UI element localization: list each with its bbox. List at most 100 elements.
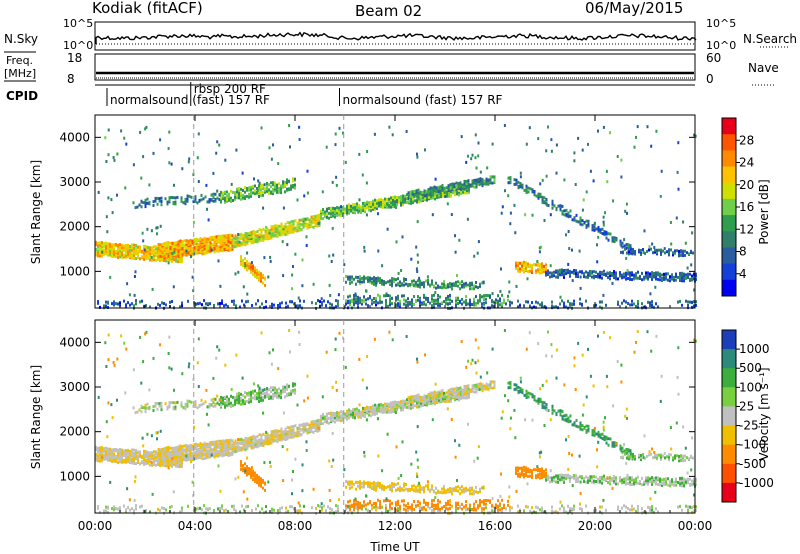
velocity-cell: [543, 469, 545, 473]
velocity-cell: [236, 395, 238, 399]
power-cell: [236, 242, 239, 246]
power-cell: [417, 283, 419, 287]
power-cell: [217, 238, 220, 241]
velocity-cell: [290, 389, 292, 393]
velocity-cell: [195, 451, 198, 455]
velocity-cell: [288, 426, 291, 430]
power-cell: [551, 273, 553, 277]
power-cell: [675, 216, 678, 220]
power-cell: [460, 191, 462, 195]
velocity-cell: [264, 481, 266, 485]
power-cell: [551, 271, 553, 275]
power-cell: [638, 248, 640, 252]
velocity-cell: [449, 487, 451, 490]
power-cell: [223, 234, 226, 238]
power-cell: [157, 252, 160, 256]
power-cell: [354, 211, 356, 215]
power-cell: [565, 305, 567, 309]
velocity-cell: [417, 393, 420, 397]
velocity-cell: [238, 394, 240, 398]
velocity-cell: [199, 449, 202, 453]
power-cell: [457, 280, 459, 284]
velocity-cell: [443, 489, 445, 493]
power-cell: [301, 258, 304, 262]
velocity-cell: [421, 486, 423, 490]
power-cell: [411, 279, 413, 283]
power-cell: [371, 280, 373, 284]
power-cell: [265, 300, 267, 304]
power-cell: [161, 256, 164, 260]
power-cell: [159, 259, 161, 263]
power-cell: [547, 204, 550, 207]
power-cell: [323, 299, 325, 303]
velocity-cell: [268, 388, 270, 392]
power-cell: [242, 241, 245, 245]
velocity-cell: [240, 437, 243, 441]
power-cell: [581, 219, 584, 223]
power-cell: [567, 268, 569, 272]
power-cell: [357, 302, 359, 306]
velocity-cell: [155, 452, 157, 456]
power-cell: [421, 281, 423, 285]
velocity-cell: [206, 405, 209, 409]
power-cell: [418, 276, 421, 280]
velocity-cell: [153, 463, 155, 467]
power-cell: [184, 202, 187, 206]
velocity-cell: [187, 456, 190, 460]
power-cell: [658, 248, 660, 252]
power-cell: [181, 243, 184, 247]
power-cell: [523, 263, 525, 267]
power-cell: [337, 299, 339, 303]
velocity-cell: [407, 402, 410, 406]
velocity-cell: [175, 448, 178, 451]
power-cell: [669, 275, 671, 279]
power-cell: [149, 258, 151, 262]
power-cell: [105, 241, 107, 245]
power-cell: [234, 193, 236, 197]
power-cell: [674, 251, 676, 255]
power-cell: [599, 305, 601, 309]
power-cell: [197, 180, 200, 183]
velocity-cell: [413, 399, 416, 402]
power-cell: [402, 194, 404, 198]
velocity-cell: [174, 407, 177, 411]
velocity-cell: [225, 449, 228, 453]
velocity-cell: [167, 459, 170, 463]
power-cell: [579, 218, 582, 222]
velocity-cell: [250, 440, 253, 444]
power-cell: [444, 195, 447, 198]
power-cell: [377, 276, 379, 280]
power-cell: [465, 184, 468, 188]
power-cell: [577, 273, 579, 277]
velocity-cell: [207, 449, 210, 453]
velocity-cell: [157, 457, 160, 461]
power-cell: [443, 284, 445, 288]
nsky-tick-top: 10^5: [63, 17, 93, 30]
power-cell: [244, 261, 246, 265]
station-title: Kodiak (fitACF): [92, 0, 203, 17]
power-cell: [575, 269, 577, 273]
velocity-cell: [270, 437, 273, 441]
power-cell: [169, 251, 172, 255]
power-cell: [617, 302, 619, 306]
power-cell: [450, 213, 453, 216]
velocity-cell: [177, 445, 180, 449]
power-cell: [370, 209, 372, 213]
power-cell: [97, 301, 99, 305]
power-cell: [655, 302, 657, 306]
velocity-cell: [254, 471, 256, 475]
velocity-cell: [471, 486, 473, 490]
velocity-cell: [151, 463, 153, 467]
power-cell: [299, 299, 301, 303]
power-cell: [481, 295, 483, 299]
power-cell: [352, 208, 354, 212]
power-cell: [119, 243, 121, 246]
velocity-cell: [294, 388, 296, 392]
power-cell: [625, 246, 628, 250]
nave-tick-bottom: 0: [706, 72, 714, 86]
power-cell: [175, 257, 177, 261]
power-cell: [471, 303, 473, 306]
power-cell: [225, 235, 228, 239]
power-cell: [373, 280, 375, 284]
power-cell: [638, 250, 640, 254]
